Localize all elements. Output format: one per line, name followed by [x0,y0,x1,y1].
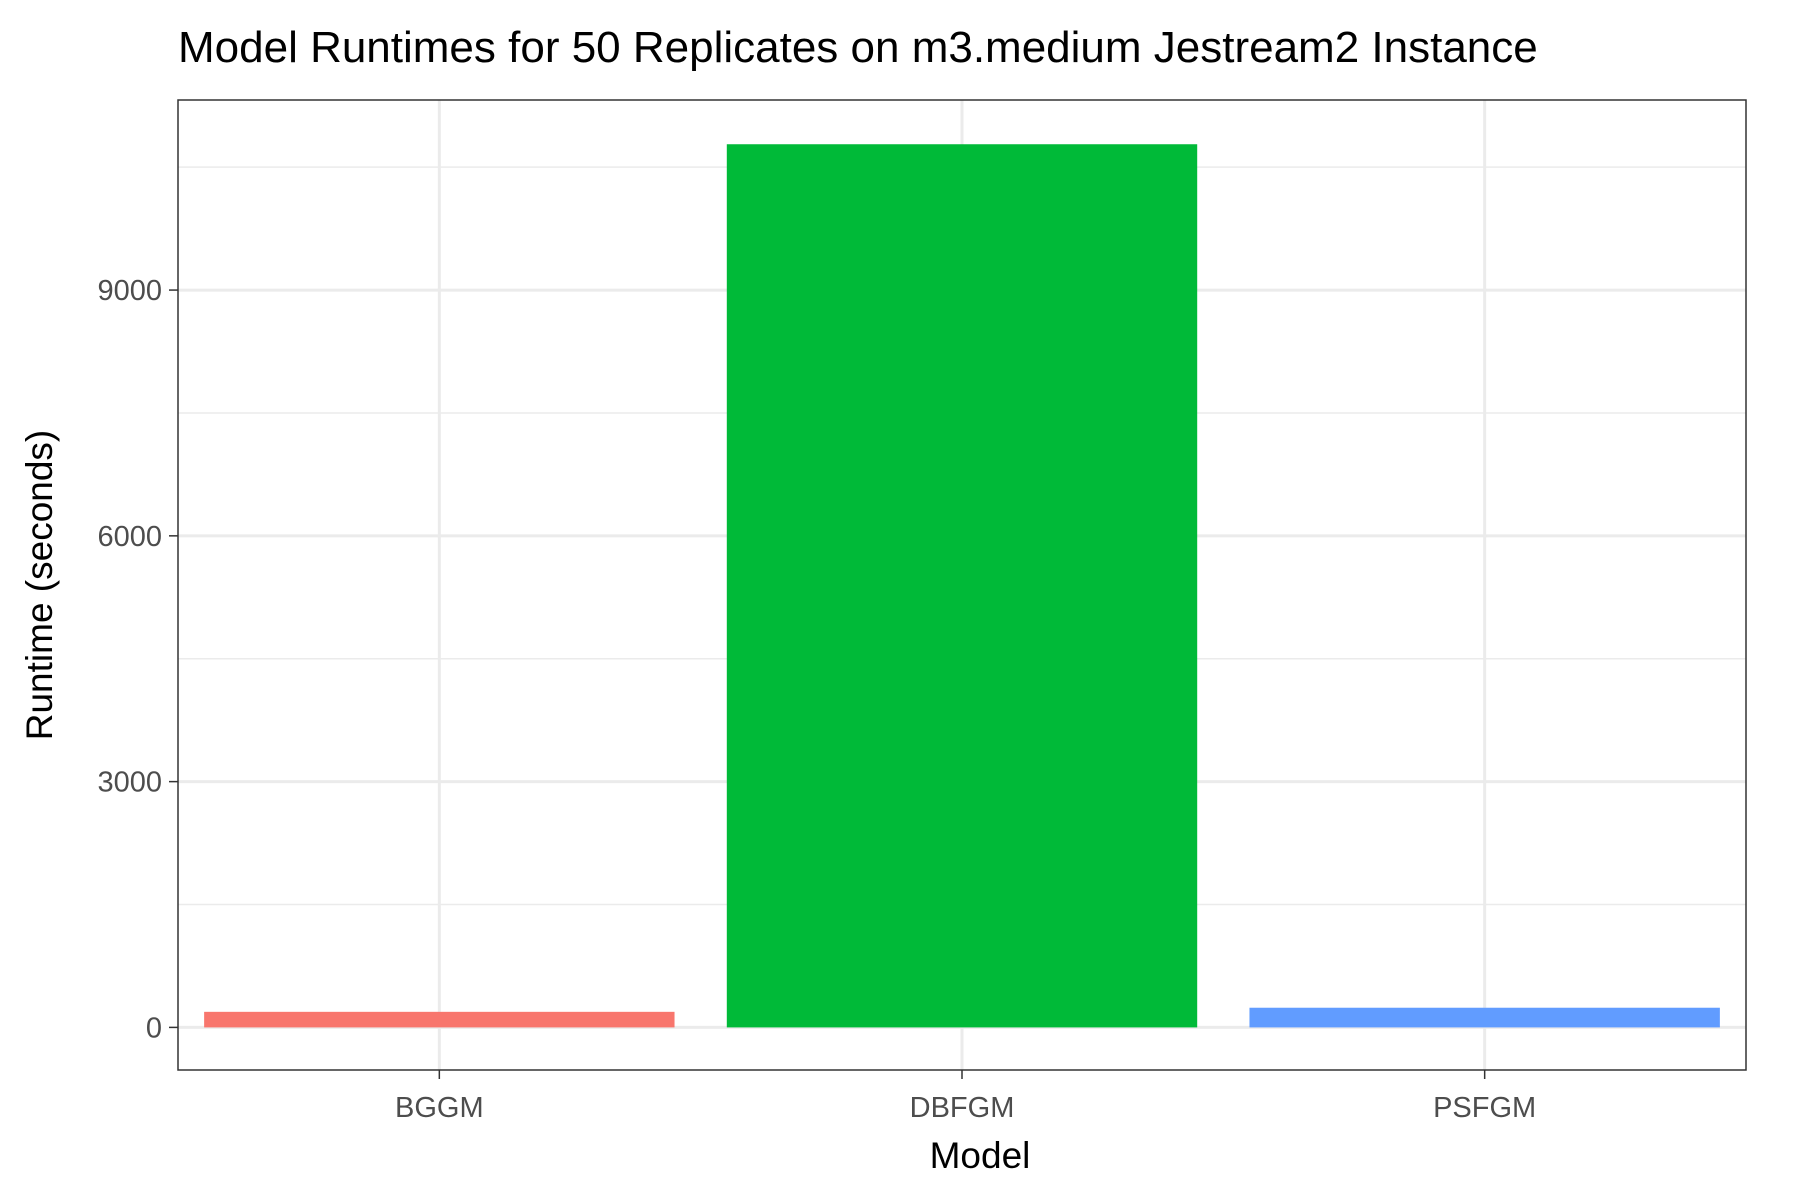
x-tick-label: BGGM [395,1092,484,1124]
x-tick-label: DBFGM [910,1092,1015,1124]
x-axis-title: Model [930,1135,1031,1176]
bars [204,144,1720,1028]
bar-bggm [204,1011,675,1028]
bar-psfgm [1249,1007,1720,1028]
y-tick-label: 0 [146,1012,162,1044]
x-tick-label: PSFGM [1433,1092,1536,1124]
y-tick-label: 3000 [97,767,162,799]
chart-title: Model Runtimes for 50 Replicates on m3.m… [178,23,1538,72]
y-tick-label: 6000 [97,521,162,553]
y-axis: 0 3000 6000 9000 [97,275,178,1044]
y-axis-title: Runtime (seconds) [19,430,60,741]
y-tick-label: 9000 [97,275,162,307]
x-axis: BGGM DBFGM PSFGM [395,1070,1536,1124]
bar-dbfgm [726,144,1198,1028]
